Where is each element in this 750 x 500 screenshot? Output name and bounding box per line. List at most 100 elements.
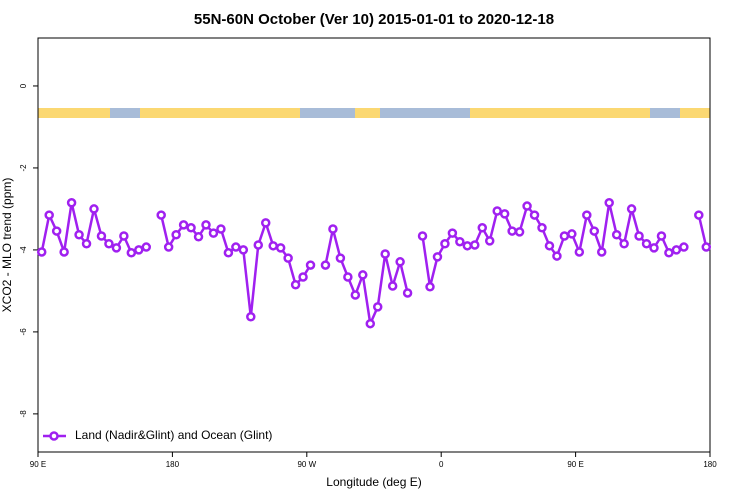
data-point: [477, 223, 488, 233]
data-point: [514, 227, 525, 237]
data-point: [656, 231, 667, 241]
data-point: [350, 290, 361, 300]
data-point: [567, 229, 577, 239]
data-point: [290, 280, 301, 290]
data-point: [298, 272, 308, 282]
x-axis-label: Longitude (deg E): [326, 475, 421, 489]
data-point: [522, 201, 532, 211]
data-point: [582, 210, 592, 220]
legend-marker: [49, 431, 59, 441]
x-tick-label: 180: [166, 460, 180, 469]
data-point: [223, 248, 234, 258]
chart-title: 55N-60N October (Ver 10) 2015-01-01 to 2…: [194, 11, 554, 28]
data-point: [119, 231, 129, 241]
data-point: [59, 247, 69, 257]
data-point: [694, 210, 704, 220]
data-point: [193, 232, 204, 242]
data-point: [358, 270, 368, 280]
data-point: [701, 242, 712, 252]
data-point: [81, 239, 92, 249]
data-point: [216, 224, 226, 234]
data-point: [440, 239, 450, 249]
land-ocean-strip: [38, 108, 710, 118]
data-point: [126, 248, 137, 258]
data-point: [208, 228, 219, 238]
data-point: [641, 239, 652, 249]
data-point: [365, 318, 376, 329]
x-tick-label: 180: [703, 460, 717, 469]
data-point: [335, 253, 346, 263]
data-point: [529, 210, 540, 220]
data-point: [395, 257, 405, 267]
x-tick-label: 90 E: [30, 460, 46, 469]
data-point: [66, 198, 77, 208]
data-point: [320, 260, 331, 270]
plot-frame: [37, 37, 711, 453]
data-point: [604, 198, 614, 208]
data-point: [253, 240, 264, 250]
data-point: [619, 239, 629, 249]
data-point: [664, 248, 674, 258]
data-point: [425, 282, 435, 292]
data-point: [387, 281, 398, 291]
y-axis-label: XCO2 - MLO trend (ppm): [0, 178, 14, 313]
data-point: [432, 252, 443, 262]
data-point: [679, 242, 689, 252]
data-point: [537, 223, 547, 233]
data-point: [111, 243, 122, 253]
data-point: [484, 236, 495, 246]
data-point: [163, 242, 174, 252]
data-point: [141, 242, 152, 252]
y-tick-label: 0: [19, 83, 28, 88]
data-point: [268, 241, 278, 251]
data-point: [455, 236, 465, 247]
data-point: [544, 241, 555, 251]
data-point: [171, 230, 181, 240]
data-point: [470, 240, 480, 250]
data-point: [343, 272, 353, 282]
y-tick-label: -4: [19, 246, 28, 254]
data-point: [156, 210, 166, 220]
data-point: [589, 226, 600, 236]
data-point: [178, 220, 189, 230]
data-point: [74, 230, 84, 240]
data-point: [89, 204, 99, 214]
data-point: [402, 288, 413, 298]
data-point: [36, 247, 47, 257]
data-point: [134, 245, 144, 255]
data-point: [104, 239, 114, 249]
y-tick-label: -6: [19, 328, 28, 336]
x-tick-label: 90 E: [567, 460, 583, 469]
data-point: [507, 226, 517, 236]
data-point: [596, 247, 607, 257]
data-point: [634, 231, 644, 241]
data-point: [492, 206, 502, 216]
data-point: [283, 253, 293, 263]
data-point: [611, 230, 622, 240]
data-point: [417, 231, 428, 241]
data-point: [201, 220, 211, 230]
data-point: [559, 231, 570, 241]
data-point: [246, 311, 256, 322]
data-point: [51, 226, 62, 236]
x-tick-label: 90 W: [297, 460, 316, 469]
y-tick-label: -8: [19, 410, 28, 418]
data-point: [328, 224, 338, 234]
data-point: [649, 243, 659, 253]
data-point: [44, 210, 54, 220]
data-point: [186, 223, 196, 233]
data-point: [447, 228, 458, 238]
data-point: [96, 231, 107, 241]
data-point: [305, 260, 316, 270]
data-point: [574, 247, 585, 257]
data-point: [231, 242, 241, 252]
legend-label: Land (Nadir&Glint) and Ocean (Glint): [75, 428, 272, 442]
data-point: [275, 243, 286, 253]
data-point: [372, 302, 383, 312]
data-point: [380, 249, 390, 259]
data-point: [260, 218, 271, 228]
data-point: [462, 241, 473, 251]
data-point: [626, 204, 637, 214]
data-point: [238, 245, 249, 255]
